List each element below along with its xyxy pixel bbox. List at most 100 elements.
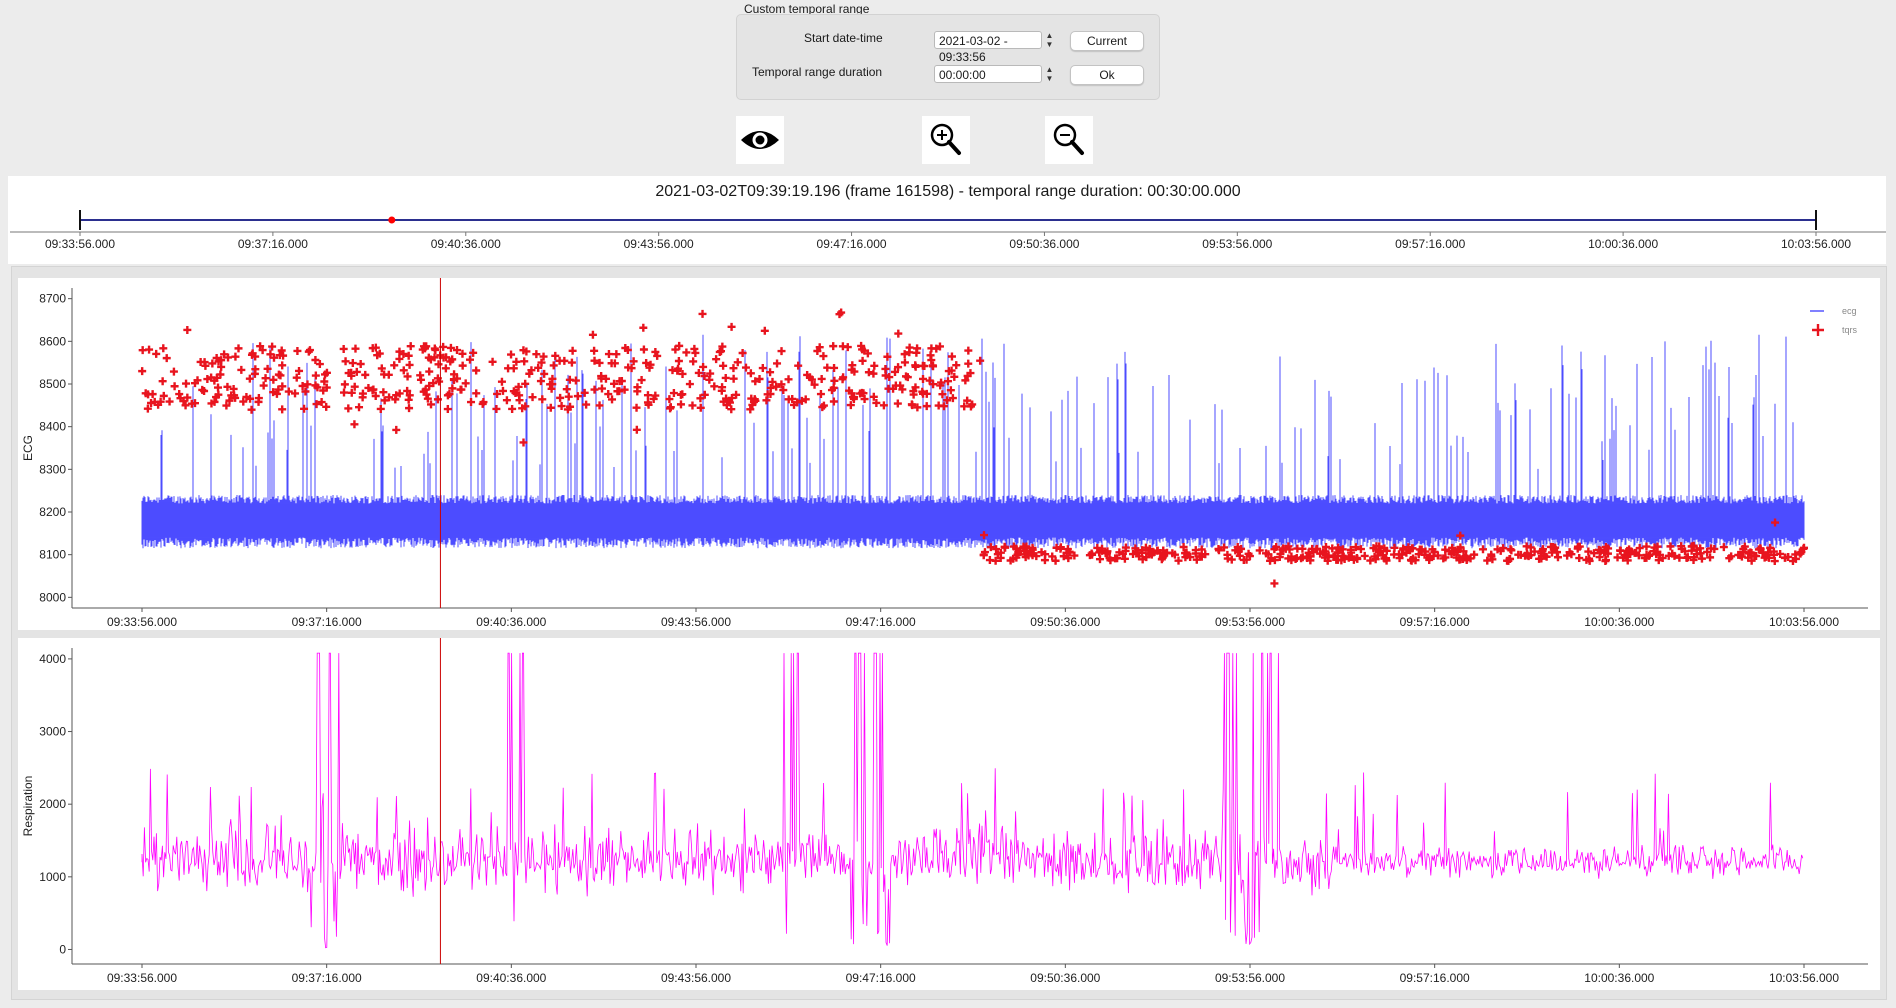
tqrs-marker xyxy=(537,358,546,367)
tqrs-marker xyxy=(1065,548,1074,557)
tqrs-marker xyxy=(358,393,367,402)
tqrs-marker xyxy=(751,377,760,386)
tqrs-marker xyxy=(259,381,268,390)
tqrs-marker xyxy=(242,392,251,401)
tqrs-marker xyxy=(492,404,501,413)
tqrs-marker xyxy=(1433,551,1442,560)
tqrs-marker xyxy=(727,405,736,414)
y-tick-label: 8400 xyxy=(39,420,66,434)
tqrs-marker xyxy=(1687,546,1696,555)
tqrs-marker xyxy=(250,369,259,378)
tqrs-marker xyxy=(1201,550,1210,559)
tqrs-marker xyxy=(830,363,839,372)
timeline-tick-label: 09:40:36.000 xyxy=(431,237,501,251)
tqrs-marker xyxy=(1356,545,1365,554)
tqrs-marker xyxy=(434,360,443,369)
tqrs-marker xyxy=(231,352,240,361)
tqrs-marker xyxy=(467,398,476,407)
tqrs-marker xyxy=(472,389,481,398)
tqrs-marker xyxy=(1097,546,1106,555)
tqrs-marker xyxy=(270,353,278,362)
tqrs-marker xyxy=(1382,546,1391,555)
tqrs-marker xyxy=(1370,552,1379,561)
tqrs-marker xyxy=(928,361,937,370)
x-tick-label: 10:00:36.000 xyxy=(1584,615,1654,629)
tqrs-marker xyxy=(562,385,571,394)
tqrs-marker xyxy=(1459,547,1468,556)
tqrs-marker xyxy=(870,361,879,370)
tqrs-marker xyxy=(1642,553,1651,562)
tqrs-marker xyxy=(557,402,566,411)
y-tick-label: 8700 xyxy=(39,292,66,306)
tqrs-marker xyxy=(405,404,414,413)
tqrs-marker xyxy=(441,364,450,373)
tqrs-marker xyxy=(303,380,312,389)
tqrs-marker xyxy=(645,363,654,372)
eye-button[interactable] xyxy=(736,116,784,164)
tqrs-marker xyxy=(1366,556,1375,565)
tqrs-marker xyxy=(539,352,548,361)
tqrs-marker xyxy=(1192,555,1201,564)
tqrs-marker xyxy=(607,359,616,368)
tqrs-marker xyxy=(1333,548,1342,557)
tqrs-marker xyxy=(918,361,927,370)
tqrs-marker xyxy=(1470,550,1479,559)
tqrs-marker xyxy=(162,354,171,363)
tqrs-marker xyxy=(230,391,239,400)
tqrs-marker xyxy=(993,550,1002,559)
timeline-label: 2021-03-02T09:39:19.196 (frame 161598) -… xyxy=(655,183,1241,200)
tqrs-marker xyxy=(519,438,528,447)
tqrs-marker xyxy=(254,394,263,403)
tqrs-marker xyxy=(182,379,191,388)
tqrs-marker xyxy=(848,361,857,370)
tqrs-marker xyxy=(1059,552,1068,561)
tqrs-marker xyxy=(527,366,536,375)
tqrs-marker xyxy=(269,375,278,384)
tqrs-marker xyxy=(458,349,467,358)
tqrs-marker xyxy=(377,364,386,373)
tqrs-marker xyxy=(348,359,357,368)
tqrs-marker xyxy=(627,364,636,373)
ok-button[interactable]: Ok xyxy=(1070,65,1144,85)
tqrs-marker xyxy=(1382,554,1391,563)
respiration-chart[interactable]: 0 1000 2000 3000 4000 09:33:56.000 09:37:16.00… xyxy=(18,638,1880,990)
tqrs-marker xyxy=(1270,579,1279,588)
zoom-in-button[interactable] xyxy=(922,116,970,164)
tqrs-marker xyxy=(399,366,408,375)
tqrs-marker xyxy=(278,405,287,414)
tqrs-marker xyxy=(1655,550,1664,559)
tqrs-marker xyxy=(694,368,703,377)
tqrs-marker xyxy=(1272,542,1281,551)
tqrs-marker xyxy=(442,353,451,362)
ecg-chart[interactable]: 8000 8100 8200 8300 8400 8500 8600 8700 09:33:56… xyxy=(18,278,1880,630)
tqrs-marker xyxy=(666,403,675,412)
tqrs-marker xyxy=(894,363,903,372)
tqrs-marker xyxy=(938,390,947,399)
tqrs-marker xyxy=(392,425,401,434)
duration-stepper[interactable]: ▲ ▼ xyxy=(1045,65,1054,83)
tqrs-marker xyxy=(1690,553,1699,562)
legend-tqrs-swatch xyxy=(1812,324,1824,336)
tqrs-marker xyxy=(777,380,786,389)
tqrs-marker xyxy=(351,344,360,353)
tqrs-marker xyxy=(422,390,431,399)
tqrs-marker xyxy=(643,398,652,407)
tqrs-marker xyxy=(1056,543,1065,552)
tqrs-marker xyxy=(497,377,506,386)
tqrs-marker xyxy=(1670,551,1679,560)
tqrs-marker xyxy=(247,405,256,414)
tqrs-marker xyxy=(404,351,413,360)
duration-field[interactable]: 00:00:00 xyxy=(934,65,1042,83)
tqrs-marker xyxy=(1522,542,1531,551)
tqrs-marker xyxy=(237,365,246,374)
tqrs-marker xyxy=(380,370,389,379)
tqrs-marker xyxy=(883,352,892,361)
start-datetime-field[interactable]: 2021-03-02 - 09:33:56 xyxy=(934,31,1042,64)
start-datetime-stepper[interactable]: ▲ ▼ xyxy=(1045,31,1054,49)
current-button[interactable]: Current xyxy=(1070,31,1144,51)
tqrs-marker xyxy=(1279,544,1288,553)
timeline-slider[interactable]: 09:33:56.000 09:37:16.000 09:40:36.000 09:4… xyxy=(0,200,1896,256)
zoom-out-button[interactable] xyxy=(1045,116,1093,164)
tqrs-marker xyxy=(234,344,243,353)
tqrs-marker xyxy=(1590,549,1599,558)
